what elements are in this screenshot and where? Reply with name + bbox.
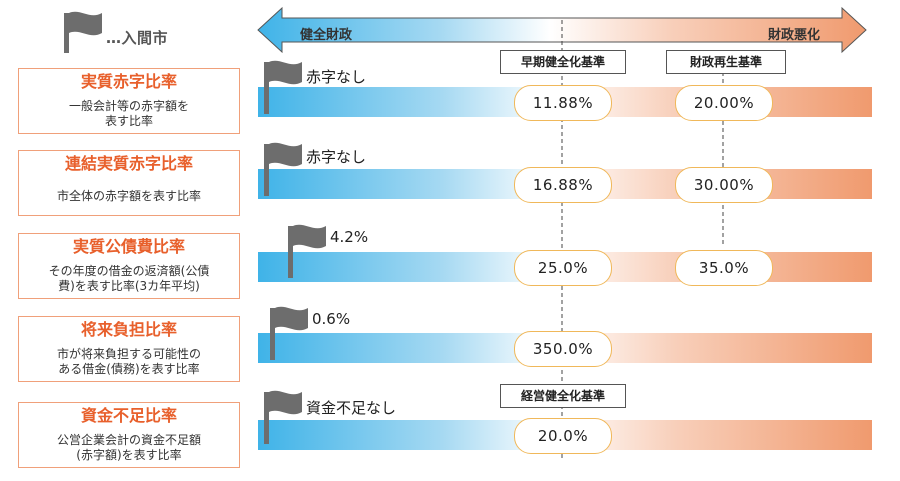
indicator-5: 資金不足比率 公営企業会計の資金不足額 (赤字額)を表す比率 [18,402,240,468]
business-pill-5: 20.0% [514,418,612,454]
flag-icon-2 [264,142,302,196]
rebuild-threshold-label: 財政再生基準 [666,50,786,74]
indicator-value-2: 赤字なし [306,148,367,166]
indicator-value-3: 4.2% [330,228,369,246]
flag-icon-4 [270,306,308,360]
indicator-title: 将来負担比率 [18,316,240,344]
indicator-1: 実質赤字比率 一般会計等の赤字額を 表す比率 [18,68,240,134]
business-threshold-label: 経営健全化基準 [500,384,626,408]
indicator-title: 実質赤字比率 [18,68,240,96]
indicator-desc: 市全体の赤字額を表す比率 [18,177,240,216]
indicator-desc: 公営企業会計の資金不足額 (赤字額)を表す比率 [18,429,240,468]
indicator-desc: 市が将来負担する可能性の ある借金(債務)を表す比率 [18,343,240,382]
rebuild-pill-1: 20.00% [675,85,773,121]
indicator-title: 資金不足比率 [18,402,240,430]
legend-flag-icon [64,11,102,53]
rebuild-pill-3: 35.0% [675,250,773,286]
indicator-4: 将来負担比率 市が将来負担する可能性の ある借金(債務)を表す比率 [18,316,240,382]
indicator-value-1: 赤字なし [306,68,367,86]
indicator-title: 実質公債費比率 [18,233,240,261]
indicator-3: 実質公債費比率 その年度の借金の返済額(公債 費)を表す比率(3カ年平均) [18,233,240,299]
legend-label: …入間市 [106,29,169,47]
early-threshold-label: 早期健全化基準 [500,50,626,74]
scale-right-label: 財政悪化 [768,28,821,43]
indicator-title: 連結実質赤字比率 [18,150,240,178]
flag-icon-3 [288,224,326,278]
scale-left-label: 健全財政 [300,28,353,43]
flag-icon-5 [264,390,302,444]
rebuild-pill-2: 30.00% [675,167,773,203]
early-pill-3: 25.0% [514,250,612,286]
indicator-value-5: 資金不足なし [306,399,397,417]
indicator-2: 連結実質赤字比率 市全体の赤字額を表す比率 [18,150,240,216]
early-pill-1: 11.88% [514,85,612,121]
early-pill-2: 16.88% [514,167,612,203]
indicator-desc: その年度の借金の返済額(公債 費)を表す比率(3カ年平均) [18,260,240,299]
early-pill-4: 350.0% [514,331,612,367]
indicator-value-4: 0.6% [312,310,351,328]
flag-icon-1 [264,60,302,114]
indicator-desc: 一般会計等の赤字額を 表す比率 [18,95,240,134]
